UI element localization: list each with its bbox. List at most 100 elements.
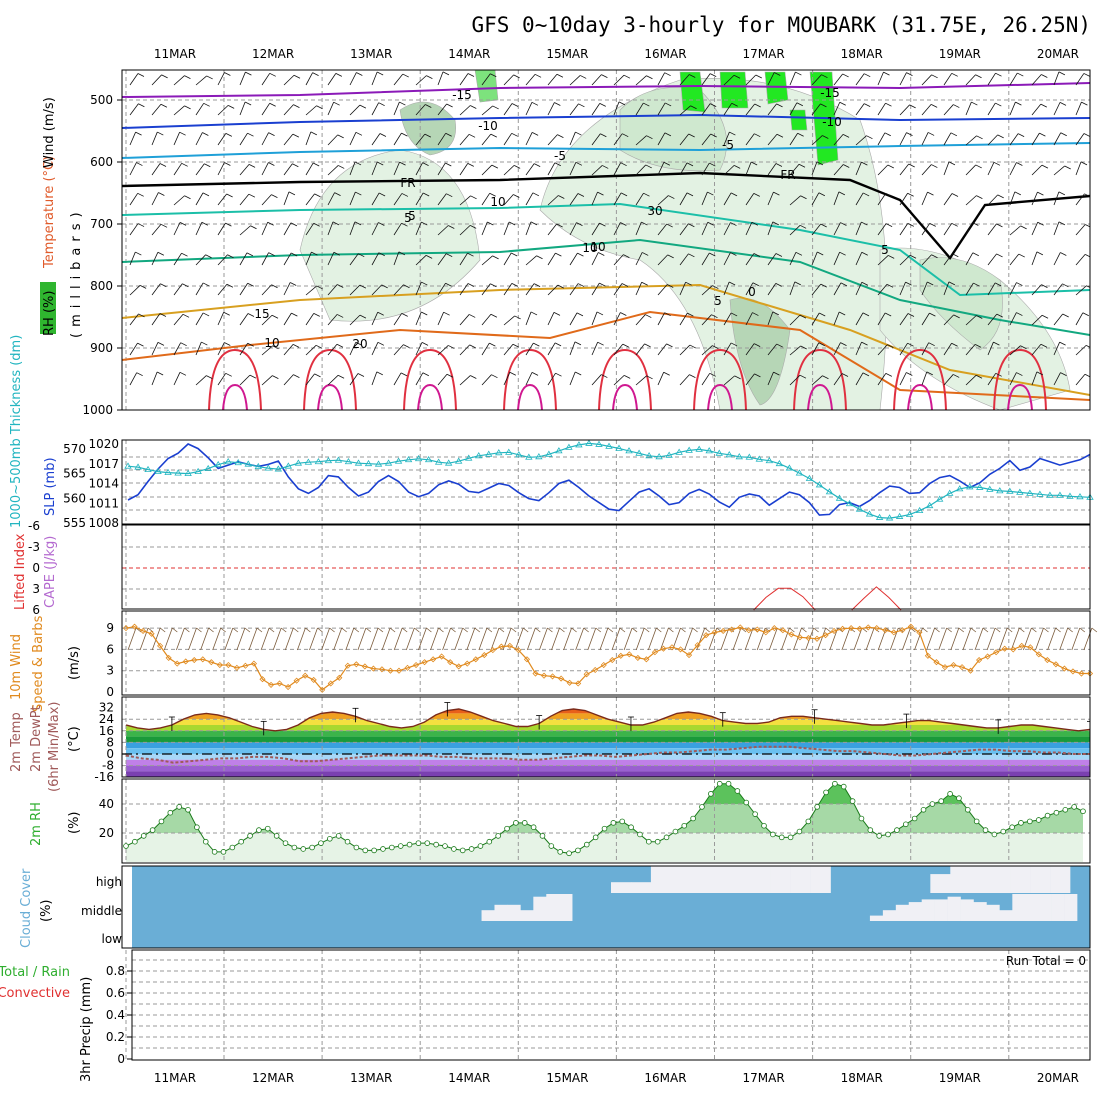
wind-barb bbox=[437, 282, 446, 296]
wind-barb bbox=[195, 254, 206, 266]
wind-barb-flag bbox=[730, 252, 737, 256]
wind-barb bbox=[371, 133, 381, 146]
wind-barb bbox=[921, 281, 928, 296]
hot-contour bbox=[907, 383, 933, 410]
wind10-barb bbox=[720, 627, 730, 651]
li-lines bbox=[753, 586, 902, 611]
wind-barb bbox=[217, 222, 226, 236]
wind-barb-flag bbox=[950, 132, 958, 137]
li-frame bbox=[121, 524, 1091, 610]
wind10-barb bbox=[151, 627, 161, 651]
wind-barb-flag bbox=[1041, 74, 1048, 78]
thickness-line bbox=[127, 442, 1091, 519]
upper-wind-barbs bbox=[129, 71, 1090, 386]
wind-barb bbox=[283, 312, 292, 326]
wind-barb bbox=[1053, 283, 1063, 296]
wind-barb bbox=[723, 252, 731, 266]
wind-barb bbox=[217, 373, 227, 386]
wind-barb-flag bbox=[686, 192, 694, 197]
wind-barb-flag bbox=[951, 342, 958, 347]
wind-barb bbox=[701, 162, 710, 176]
wind10-barb bbox=[357, 627, 367, 651]
cloud-block bbox=[750, 866, 771, 893]
wind-barb-flag bbox=[621, 283, 629, 287]
wind-barb-flag bbox=[1040, 103, 1047, 108]
wind-barb bbox=[371, 284, 382, 296]
temp-tick: 24 bbox=[99, 712, 114, 726]
rh2m-point bbox=[202, 838, 209, 845]
thickness-point bbox=[795, 469, 804, 476]
wind-barb bbox=[481, 73, 491, 86]
thickness-point bbox=[404, 455, 413, 463]
wind-barb bbox=[503, 221, 510, 236]
wind-barb-flag bbox=[909, 254, 917, 259]
wind-barb bbox=[1009, 162, 1017, 176]
day-label-bottom: 14MAR bbox=[448, 1071, 490, 1085]
rh2m-point bbox=[1071, 804, 1077, 810]
wind-barb-flag bbox=[443, 311, 450, 316]
thickness-point bbox=[234, 458, 242, 466]
wind-barb-flag bbox=[776, 343, 783, 348]
wind10-point bbox=[890, 629, 897, 636]
wind-barb-flag bbox=[1041, 284, 1048, 289]
wind-barb bbox=[195, 341, 202, 356]
wind-barb bbox=[1075, 161, 1082, 176]
wind10-barb-flag bbox=[486, 627, 493, 633]
thickness-point bbox=[555, 447, 563, 454]
wind-barb-flag bbox=[709, 372, 716, 377]
wind-barb bbox=[921, 342, 930, 356]
wind-barb-flag bbox=[886, 283, 894, 288]
day-label-top: 16MAR bbox=[644, 47, 686, 61]
wind-barb-flag bbox=[794, 281, 801, 286]
wind-barb-flag bbox=[839, 101, 846, 106]
wind-barb-flag bbox=[378, 102, 385, 107]
rh2m-point bbox=[521, 820, 528, 826]
wind-barb bbox=[1053, 252, 1061, 266]
wind10-point bbox=[668, 644, 676, 651]
thickness-tick: 555 bbox=[63, 516, 86, 530]
wind10-barb bbox=[176, 627, 185, 651]
wind-barb bbox=[679, 133, 689, 146]
rh2m-point bbox=[911, 815, 918, 822]
temperature-bands bbox=[126, 709, 1090, 777]
wind-barb bbox=[987, 194, 998, 206]
wind-barb bbox=[1053, 313, 1063, 326]
wind10-point bbox=[711, 629, 718, 636]
wind10-barb bbox=[926, 627, 935, 651]
thickness-point bbox=[284, 462, 293, 469]
wind10-point bbox=[285, 683, 292, 691]
rh2m-point bbox=[654, 838, 661, 845]
slp-tick: 1020 bbox=[88, 437, 119, 451]
wind-barb-flag bbox=[268, 162, 275, 166]
wind10-point bbox=[1027, 644, 1034, 651]
wind-barb bbox=[437, 373, 448, 386]
wind-barb bbox=[393, 193, 403, 206]
wind10-barb bbox=[768, 627, 778, 651]
li-tick: 6 bbox=[32, 603, 40, 617]
thickness-point bbox=[264, 464, 272, 471]
wind10-barb bbox=[865, 627, 875, 651]
thickness-point bbox=[986, 485, 994, 492]
wind-barb-flag bbox=[534, 73, 542, 78]
wind-barb-flag bbox=[487, 221, 494, 226]
wind10-point bbox=[165, 654, 172, 661]
wind10-barb-flag bbox=[510, 627, 517, 633]
wind-barb bbox=[899, 254, 911, 266]
rh2m-frame bbox=[121, 778, 1091, 864]
rh2m-tick: 20 bbox=[99, 826, 114, 840]
wind-barb bbox=[327, 102, 335, 116]
tick-label: 900 bbox=[90, 341, 113, 355]
wind-barb bbox=[591, 133, 601, 146]
wind-barb-flag bbox=[179, 371, 187, 376]
wind-barb bbox=[943, 343, 952, 356]
wind10-barb bbox=[902, 627, 911, 651]
li-tick: -3 bbox=[28, 540, 40, 554]
wind-barb-flag bbox=[271, 194, 278, 199]
wind10-barb bbox=[224, 627, 234, 651]
hot-contour bbox=[807, 383, 833, 410]
wind-barb bbox=[239, 283, 248, 296]
wind-barb bbox=[635, 102, 644, 116]
wind-barb bbox=[591, 74, 602, 86]
wind10-line bbox=[125, 626, 1090, 691]
